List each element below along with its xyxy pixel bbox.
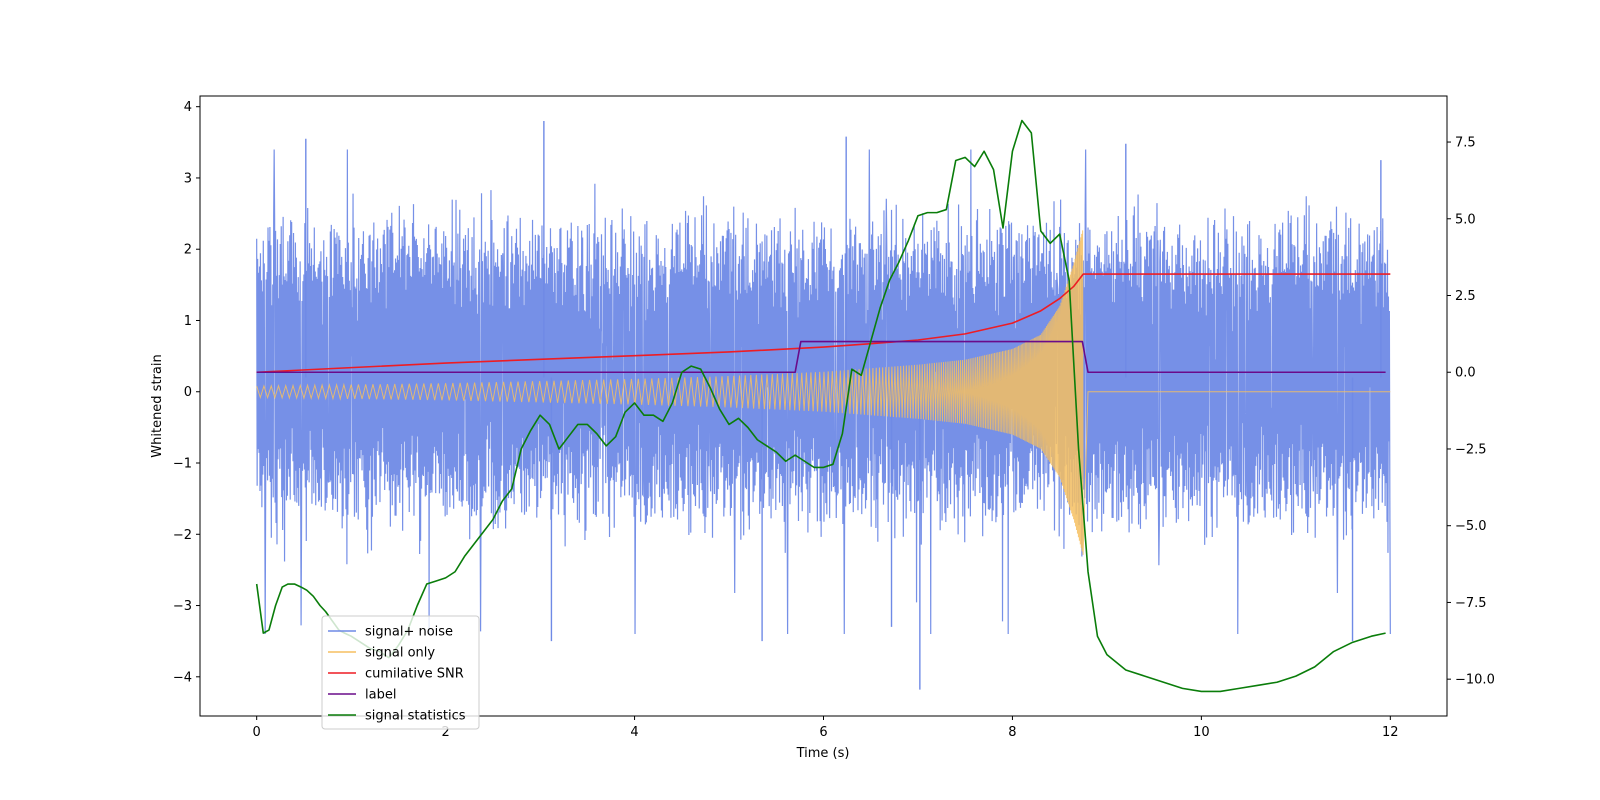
x-tick-label: 12 (1382, 725, 1399, 740)
y-left-tick-label: 2 (184, 243, 192, 258)
x-tick-label: 6 (819, 725, 827, 740)
y-right-tick-label: 2.5 (1455, 289, 1476, 304)
legend: signal+ noise signal only cumilative SNR la… (321, 615, 480, 730)
legend-label: cumilative SNR (365, 667, 464, 682)
legend-label: label (365, 688, 396, 703)
series-line-label (256, 340, 1386, 374)
plot-area (255, 119, 1391, 693)
x-tick-label: 0 (253, 725, 261, 740)
y-left-tick-label: −4 (173, 670, 192, 685)
series-line-signal-only (256, 230, 1391, 555)
y-right-tick-label: −2.5 (1455, 442, 1487, 457)
x-axis: 0 2 4 6 8 10 12 (253, 716, 1399, 740)
series-line-cumilative-snr (256, 273, 1391, 374)
x-tick-label: 2 (441, 725, 449, 740)
y-left-tick-label: 4 (184, 100, 192, 115)
y-axis-left: −4 −3 −2 −1 0 1 2 3 4 (173, 100, 200, 685)
x-tick-label: 4 (630, 725, 638, 740)
y-right-tick-label: −7.5 (1455, 596, 1487, 611)
series-signal-noise (256, 120, 1391, 690)
series-line-signal-noise (256, 149, 1391, 635)
x-axis-label: Time (s) (796, 746, 850, 761)
y-left-tick-label: 1 (184, 314, 192, 329)
y-axis-right: −10.0 −7.5 −5.0 −2.5 0.0 2.5 5.0 7.5 (1447, 136, 1495, 688)
y-right-tick-label: −10.0 (1455, 673, 1495, 688)
y-right-tick-label: 5.0 (1455, 212, 1476, 227)
y-left-tick-label: 3 (184, 171, 192, 186)
x-tick-label: 8 (1008, 725, 1016, 740)
y-right-tick-label: 7.5 (1455, 136, 1476, 151)
y-left-tick-label: −2 (173, 528, 192, 543)
y-right-tick-label: −5.0 (1455, 519, 1487, 534)
series-signal-only (256, 230, 1391, 555)
legend-box (321, 615, 480, 730)
y-left-tick-label: −3 (173, 599, 192, 614)
y-axis-left-label: Whitened strain (150, 354, 165, 457)
y-left-tick-label: 0 (184, 385, 192, 400)
x-tick-label: 10 (1193, 725, 1210, 740)
y-left-tick-label: −1 (173, 457, 192, 472)
y-right-tick-label: 0.0 (1455, 366, 1476, 381)
legend-label: signal statistics (365, 709, 466, 724)
legend-label: signal only (365, 646, 435, 661)
legend-label: signal+ noise (365, 625, 453, 640)
